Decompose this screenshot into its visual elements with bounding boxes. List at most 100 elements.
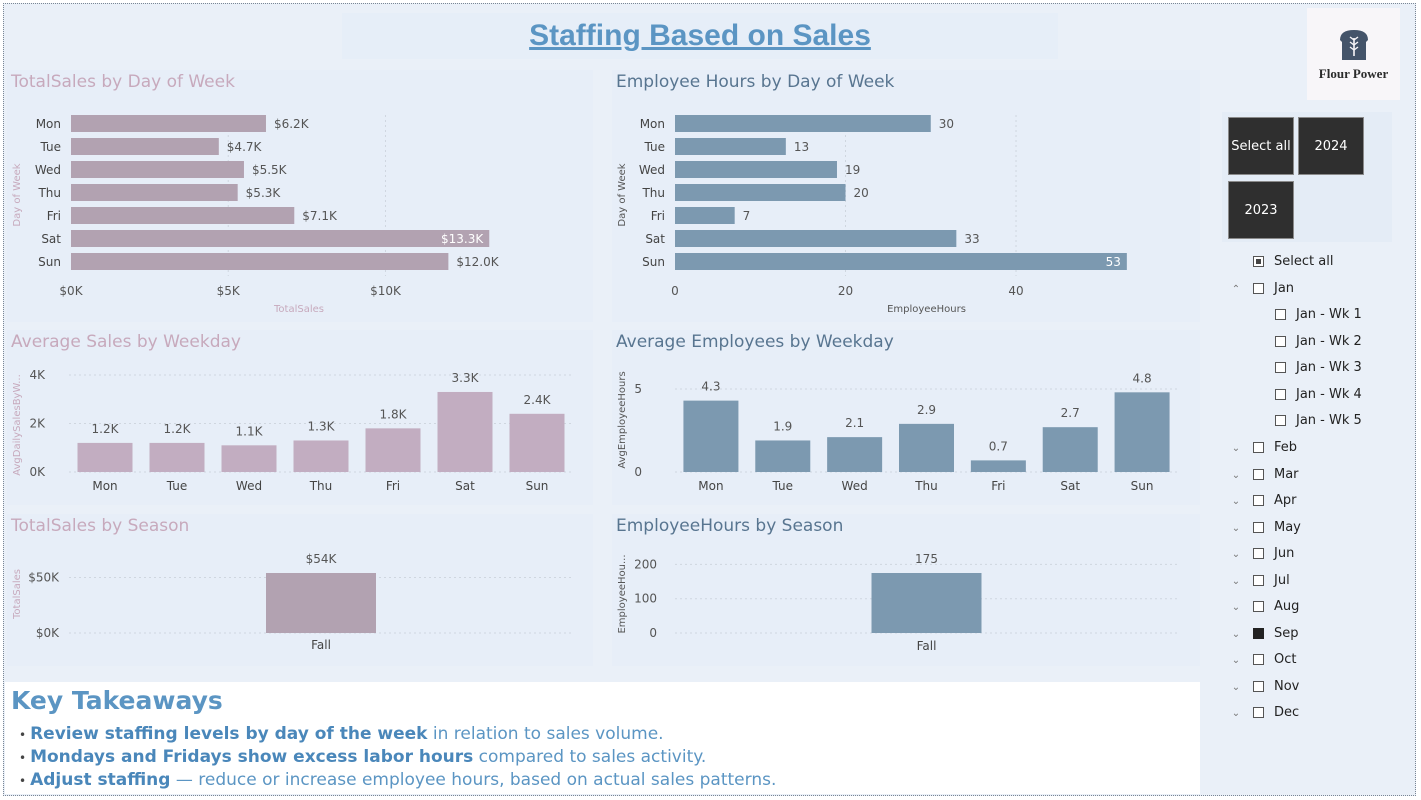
hours-season-panel[interactable]: EmployeeHours by Season 0 100 200 175 Fall Em… <box>612 514 1200 666</box>
takeaway-bold: Review staffing levels by day of the wee… <box>30 724 428 744</box>
y-tick-label: 0K <box>29 465 46 479</box>
bar <box>71 253 449 270</box>
chevron-down-icon[interactable]: ⌄ <box>1231 522 1241 534</box>
sales-by-day-panel[interactable]: TotalSales by Day of Week $0K $5K $10K Mon $… <box>7 70 593 322</box>
panel-title: Average Employees by Weekday <box>616 332 894 352</box>
month-label-may: May <box>1274 519 1301 535</box>
y-tick-label: 4K <box>29 368 46 382</box>
month-checkbox-feb[interactable] <box>1253 442 1264 453</box>
week-checkbox[interactable] <box>1275 335 1286 347</box>
chevron-down-icon[interactable]: ⌄ <box>1231 708 1241 719</box>
select-all-checkbox[interactable] <box>1253 256 1264 267</box>
chevron-down-icon[interactable]: ⌄ <box>1231 469 1241 481</box>
month-checkbox-oct[interactable] <box>1253 654 1264 665</box>
y-tick-label: Sat <box>41 232 61 246</box>
month-checkbox-aug[interactable] <box>1253 601 1264 612</box>
month-checkbox-may[interactable] <box>1253 521 1264 533</box>
data-label: 53 <box>1106 255 1121 269</box>
data-label: $5.3K <box>246 186 282 200</box>
y-axis-title: TotalSales <box>12 569 23 620</box>
data-label: $4.7K <box>227 140 263 154</box>
month-checkbox-dec[interactable] <box>1253 707 1264 718</box>
hours-by-day-panel[interactable]: Employee Hours by Day of Week 0 20 40 Mon 30… <box>612 70 1200 322</box>
month-checkbox-jan[interactable] <box>1253 283 1264 294</box>
y-tick-label: 200 <box>634 557 657 571</box>
month-checkbox-mar[interactable] <box>1253 468 1264 480</box>
month-checkbox-apr[interactable] <box>1253 495 1264 506</box>
bar <box>827 437 883 472</box>
bread-icon <box>1339 30 1368 60</box>
chevron-down-icon[interactable]: ⌄ <box>1231 655 1241 666</box>
data-label: 1.9 <box>773 419 792 433</box>
x-tick-label: Sat <box>1060 479 1080 493</box>
month-label-aug: Aug <box>1274 599 1300 614</box>
panel-title: EmployeeHours by Season <box>616 516 844 536</box>
year-button-2024[interactable]: 2024 <box>1298 117 1364 175</box>
panel-title: Employee Hours by Day of Week <box>616 72 895 92</box>
y-tick-label: Fri <box>651 209 665 223</box>
x-tick-label: Sun <box>526 479 549 493</box>
x-tick-label: Mon <box>92 479 117 493</box>
bar <box>437 391 493 472</box>
week-label: Jan - Wk 1 <box>1296 307 1362 322</box>
x-tick-label: Wed <box>842 479 868 493</box>
week-checkbox[interactable] <box>1275 309 1286 320</box>
week-checkbox[interactable] <box>1275 415 1286 426</box>
data-label: 2.7 <box>1061 406 1080 420</box>
month-checkbox-jun[interactable] <box>1253 548 1264 559</box>
week-checkbox[interactable] <box>1275 388 1286 400</box>
data-label: 30 <box>939 117 954 131</box>
sales-season-panel[interactable]: TotalSales by Season $0K $50K $54K Fall Tota… <box>7 514 593 666</box>
y-tick-label: $0K <box>36 626 60 640</box>
year-button-2023[interactable]: 2023 <box>1228 181 1294 239</box>
chevron-up-icon[interactable]: ⌃ <box>1231 284 1241 295</box>
month-checkbox-nov[interactable] <box>1253 680 1264 692</box>
data-label: 7 <box>743 209 751 223</box>
bar <box>1042 427 1098 472</box>
sales-by-day-chart: $0K $5K $10K Mon $6.2K Tue $4.7K Wed $5.5K Thu $5.… <box>12 115 500 315</box>
data-label: 13 <box>794 140 809 154</box>
avg-sales-chart: 0K 2K 4K 1.2K Mon 1.2K Tue 1.1K Wed 1.3K Thu 1.8K Fr… <box>12 368 573 493</box>
chevron-down-icon[interactable]: ⌄ <box>1231 443 1241 454</box>
chevron-down-icon[interactable]: ⌄ <box>1231 496 1241 507</box>
chevron-down-icon[interactable]: ⌄ <box>1231 602 1241 613</box>
bar <box>675 184 846 201</box>
chevron-down-icon[interactable]: ⌄ <box>1231 575 1241 587</box>
data-label: $12.0K <box>456 255 499 269</box>
data-label: 20 <box>854 186 869 200</box>
y-tick-label: Sun <box>642 255 665 269</box>
month-checkbox-sep[interactable] <box>1253 627 1264 639</box>
year-button-select-all[interactable]: Select all <box>1228 117 1294 175</box>
data-label: 3.3K <box>452 371 480 385</box>
x-tick-label: Wed <box>236 479 262 493</box>
bar <box>71 230 490 247</box>
month-label-sep: Sep <box>1274 625 1299 641</box>
bar <box>293 440 349 472</box>
data-label: $5.5K <box>252 163 288 177</box>
y-tick-label: Wed <box>35 163 61 177</box>
month-label-oct: Oct <box>1274 652 1297 667</box>
bar <box>266 573 376 633</box>
week-checkbox[interactable] <box>1275 362 1286 373</box>
data-label: 1.2K <box>164 422 192 436</box>
y-tick-label: Wed <box>639 163 665 177</box>
data-label: 2.9 <box>917 403 936 417</box>
bar <box>675 230 957 247</box>
panel-title: Average Sales by Weekday <box>11 332 241 352</box>
data-label: 1.2K <box>92 422 120 436</box>
avg-sales-panel[interactable]: Average Sales by Weekday 0K 2K 4K 1.2K Mon 1.… <box>7 330 593 505</box>
bar <box>149 442 205 472</box>
chevron-down-icon[interactable]: ⌄ <box>1231 681 1241 693</box>
chevron-down-icon[interactable]: ⌄ <box>1231 628 1241 640</box>
page-title: Staffing Based on Sales <box>529 19 871 52</box>
x-tick-label: $5K <box>217 284 241 298</box>
avg-employees-panel[interactable]: Average Employees by Weekday 0 5 4.3 Mon 1.9… <box>612 330 1200 505</box>
bar <box>675 138 786 155</box>
x-tick-label: $0K <box>59 284 83 298</box>
y-tick-label: Sat <box>645 232 665 246</box>
chevron-down-icon[interactable]: ⌄ <box>1231 549 1241 560</box>
month-checkbox-jul[interactable] <box>1253 574 1264 586</box>
panel-title: TotalSales by Season <box>11 516 190 536</box>
y-tick-label: $50K <box>28 570 60 584</box>
bar <box>675 161 837 178</box>
